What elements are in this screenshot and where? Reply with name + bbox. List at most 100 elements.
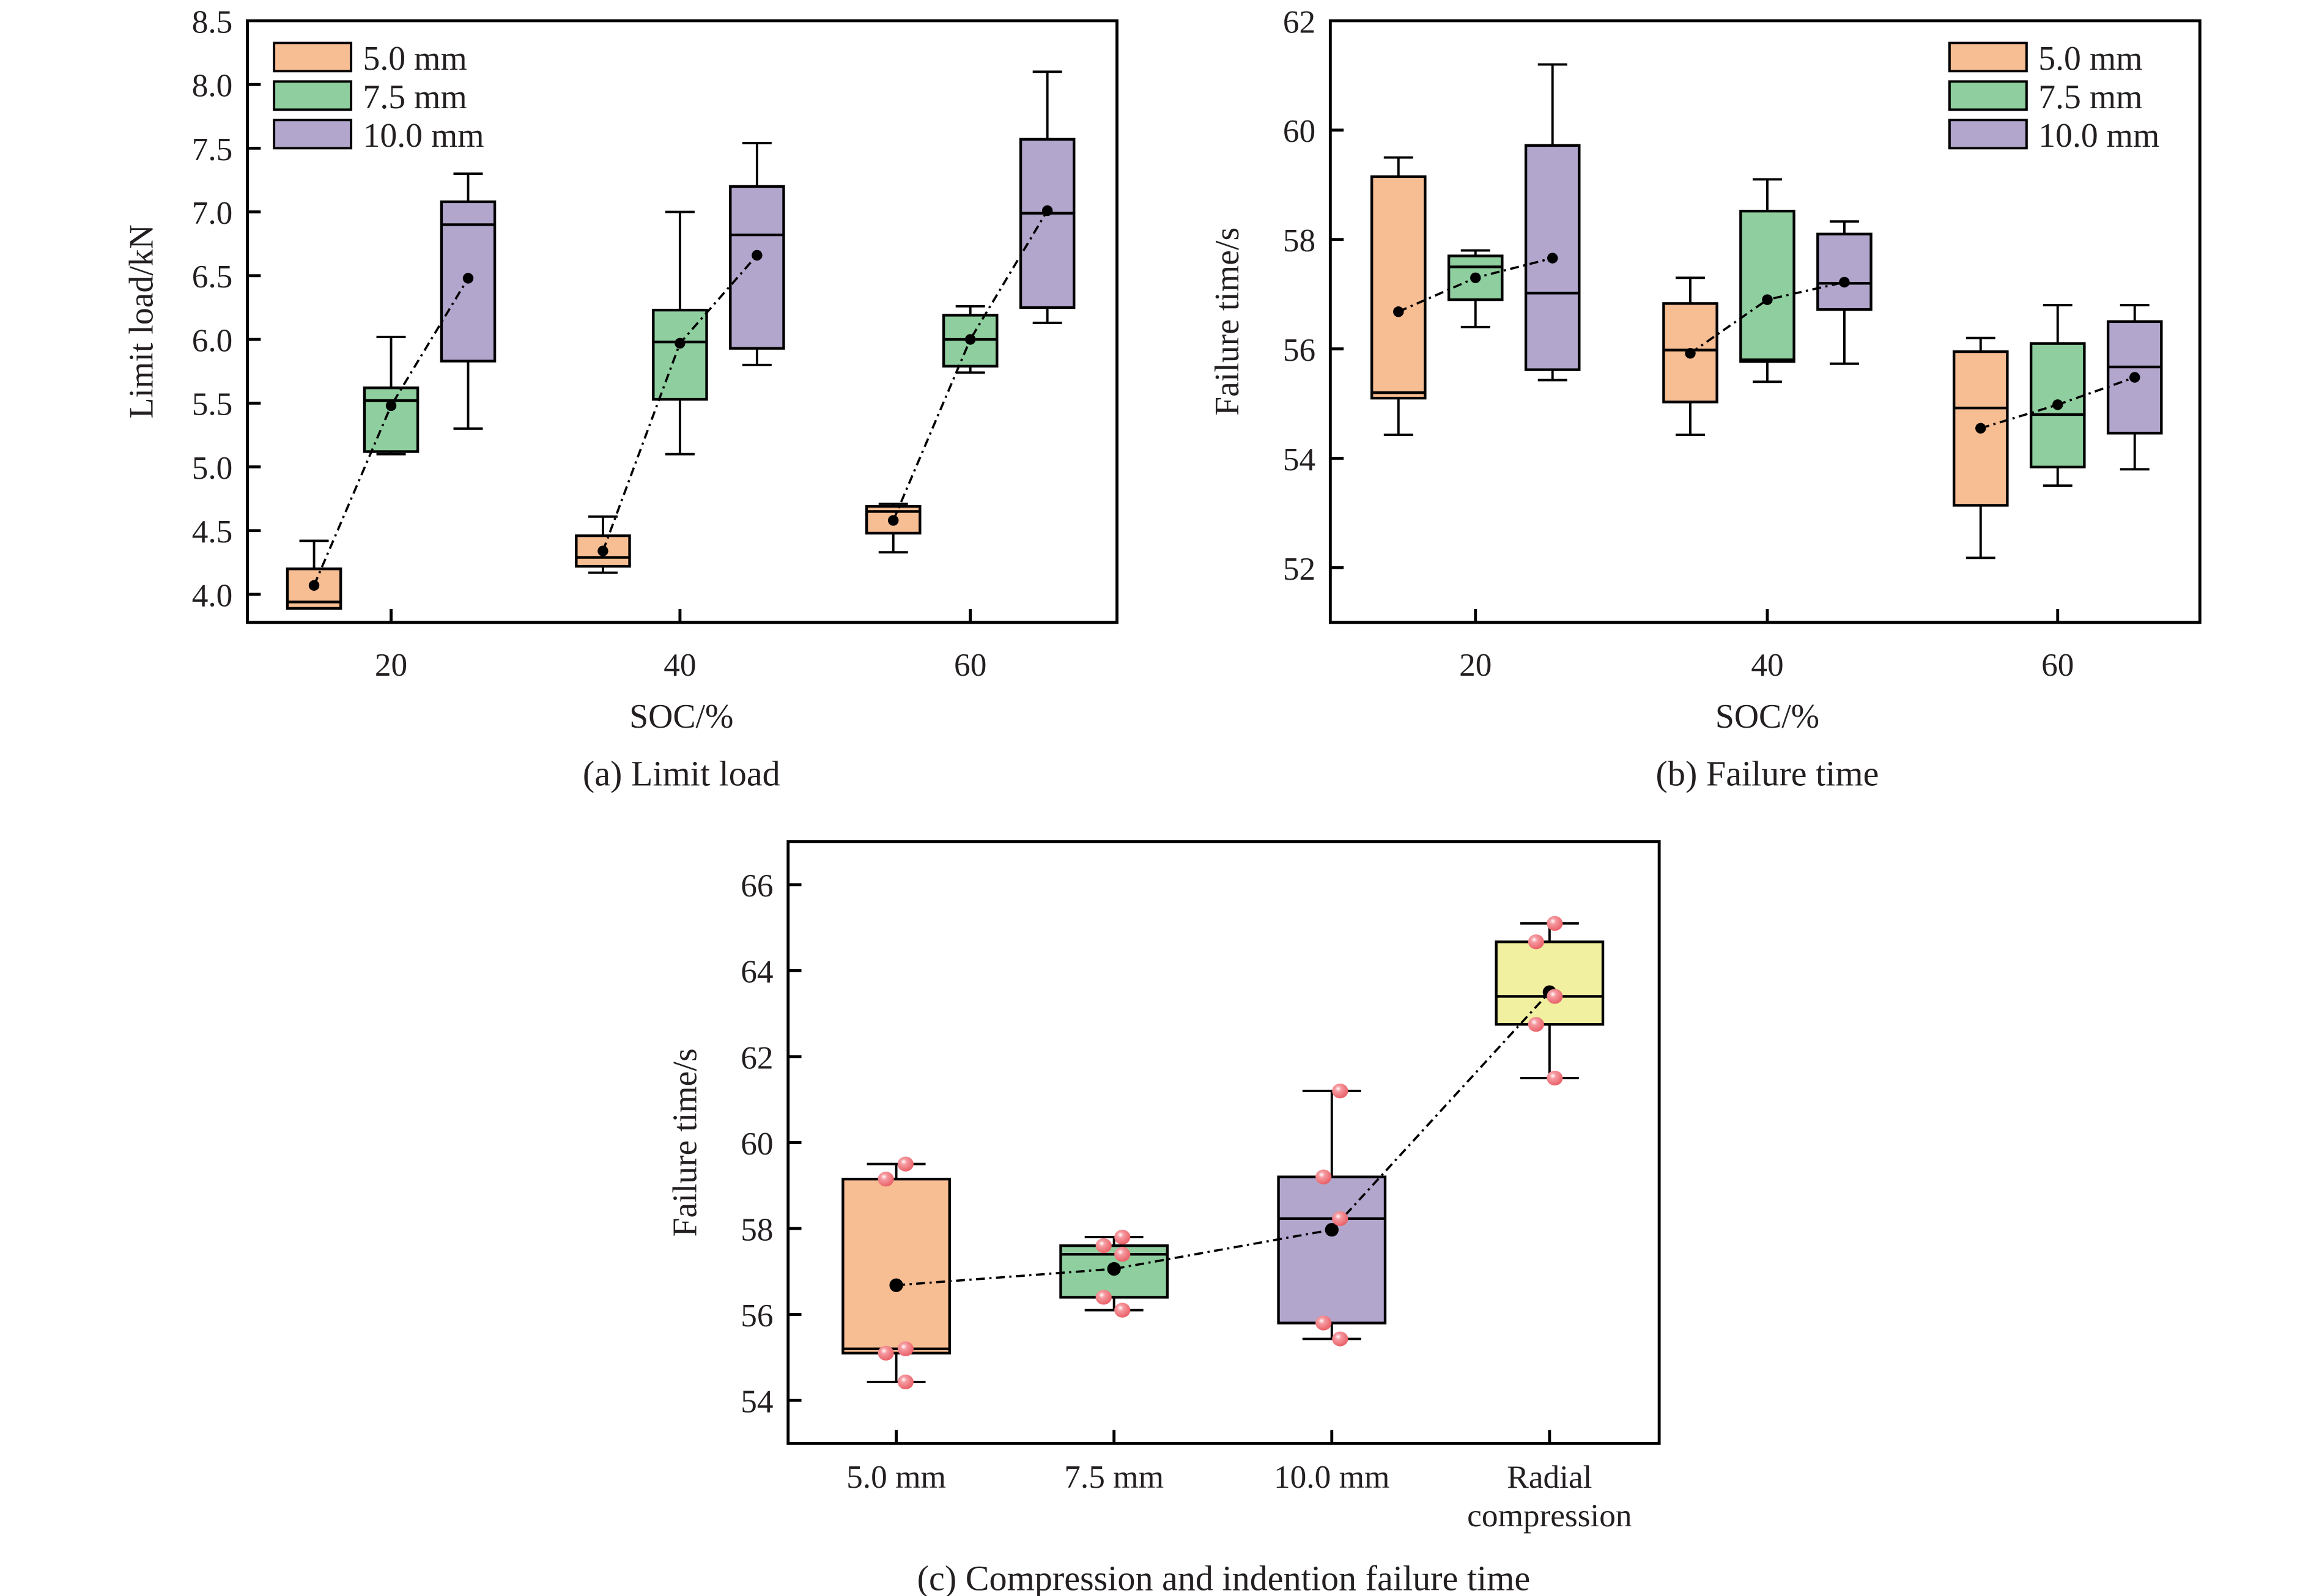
panel-a-x-axis-title: SOC/%: [629, 698, 733, 736]
data-point: [1528, 934, 1544, 950]
y-tick-label: 54: [741, 1383, 773, 1419]
panel-a-marks: [286, 70, 1076, 610]
iqr-box: [363, 386, 420, 453]
box-plot-10-0-mm: [1524, 63, 1581, 382]
box-plot-10-0-mm: [2106, 304, 2163, 471]
x-tick-label: 20: [375, 647, 407, 683]
panel-b-marks: [1370, 63, 2163, 560]
box-plot-7-5-mm: [1447, 249, 1504, 328]
legend-swatch: [273, 119, 353, 150]
data-point: [1547, 1070, 1563, 1086]
iqr-box: [1370, 175, 1427, 400]
mean-marker: [1393, 306, 1404, 317]
iqr-box: [1739, 210, 1795, 363]
panel-b-y-axis-title: Failure time/s: [1208, 227, 1246, 416]
iqr-box: [1019, 138, 1076, 309]
box-plot-10-0-mm: [1816, 220, 1873, 365]
box-plot-5-0-mm: [286, 539, 342, 610]
box-plot-5-0-mm: [865, 503, 922, 554]
x-tick-label: 20: [1459, 647, 1492, 683]
box-plot-7-5-mm: [2029, 304, 2086, 487]
box-plot-7-5-mm: [652, 210, 708, 456]
y-tick-label: 8.5: [192, 4, 233, 40]
panel-b-plot-frame: [1328, 19, 2202, 624]
x-tick-label: 60: [2041, 647, 2074, 683]
y-tick-label: 64: [741, 954, 773, 990]
y-tick-label: 5.5: [192, 386, 233, 423]
mean-trend-line: [892, 210, 1049, 521]
panel-b-x-axis-title: SOC/%: [1715, 698, 1819, 736]
legend-label: 7.5 mm: [2038, 78, 2142, 116]
data-point: [1095, 1290, 1112, 1305]
data-point: [1528, 1017, 1544, 1032]
y-tick-label: 4.0: [192, 577, 233, 613]
box-plot-10-0-mm: [440, 172, 497, 430]
legend-label: 10.0 mm: [2038, 117, 2159, 155]
mean-marker: [462, 273, 474, 284]
data-point: [1547, 989, 1563, 1004]
panel-c-y-axis-title: Failure time/s: [667, 1048, 704, 1236]
mean-marker: [597, 545, 608, 556]
mean-marker: [1325, 1222, 1339, 1237]
data-point: [1114, 1302, 1131, 1318]
y-tick-label: 5.0: [192, 450, 233, 486]
y-tick-label: 6.5: [192, 259, 233, 295]
panel-b-failure-time: 52 54 56 58 60 62 20 40 60 Failure time/s SOC/%…: [1208, 4, 2202, 793]
panel-b-x-ticks: 20 40 60: [1459, 609, 2074, 683]
box-plot-10-0-mm: [1019, 70, 1076, 324]
legend-swatch: [273, 42, 353, 73]
y-tick-label: 7.5: [192, 131, 233, 168]
legend-label: 10.0 mm: [363, 117, 484, 155]
mean-marker: [1041, 205, 1053, 216]
iqr-box: [841, 1177, 951, 1354]
panel-b-y-ticks: 52 54 56 58 60 62: [1283, 4, 1344, 587]
panel-a-plot-frame: [246, 19, 1119, 624]
x-tick-label: 5.0 mm: [846, 1459, 946, 1495]
box-plot-7-5-mm: [942, 305, 999, 374]
y-tick-label: 66: [741, 868, 773, 904]
y-tick-label: 62: [1283, 4, 1315, 40]
data-point: [1332, 1331, 1348, 1347]
box-plot-5-0-mm: [1370, 156, 1427, 436]
iqr-box: [1816, 232, 1873, 311]
mean-marker: [888, 515, 899, 526]
mean-marker: [1547, 253, 1558, 264]
legend-label: 5.0 mm: [363, 40, 467, 78]
legend-label: 7.5 mm: [363, 78, 467, 116]
x-tick-label: 40: [1751, 647, 1783, 683]
legend-swatch: [1948, 42, 2028, 73]
panel-c-y-ticks: 54 56 58 60 62 64 66: [741, 868, 802, 1420]
mean-marker: [1107, 1262, 1121, 1276]
data-point: [1547, 915, 1563, 931]
y-tick-label: 7.0: [192, 195, 233, 231]
mean-marker: [889, 1278, 903, 1292]
panel-c-marks: [841, 915, 1605, 1390]
panel-a-y-axis-title: Limit load/kN: [123, 224, 161, 418]
mean-marker: [1975, 423, 1986, 434]
x-tick-label: 10.0 mm: [1274, 1459, 1389, 1495]
legend-swatch: [1948, 80, 2028, 111]
panel-a-caption: (a) Limit load: [583, 753, 780, 793]
legend-swatch: [273, 80, 353, 111]
legend-label: 5.0 mm: [2038, 40, 2142, 78]
y-tick-label: 58: [741, 1211, 773, 1247]
box-plot-7-5-mm: [363, 335, 420, 456]
data-point: [1332, 1083, 1348, 1099]
box-plot-10-0-mm: [1277, 1090, 1387, 1340]
mean-marker: [2052, 399, 2063, 410]
box-plot-7-5-mm: [1739, 178, 1795, 383]
data-point: [897, 1374, 914, 1390]
mean-marker: [2129, 372, 2140, 383]
data-point: [1114, 1247, 1131, 1262]
y-tick-label: 4.5: [192, 514, 233, 550]
x-tick-label: 7.5 mm: [1064, 1459, 1164, 1495]
y-tick-label: 54: [1283, 441, 1315, 478]
data-point: [1095, 1238, 1112, 1254]
data-point: [878, 1172, 894, 1187]
panel-b-caption: (b) Failure time: [1656, 753, 1879, 793]
mean-marker: [675, 338, 686, 349]
x-tick-label: 60: [954, 647, 986, 683]
